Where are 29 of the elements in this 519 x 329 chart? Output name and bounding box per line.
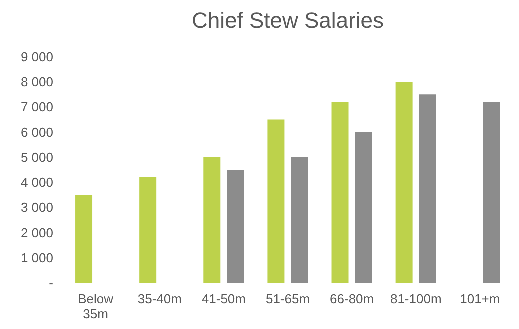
x-tick-label: 81-100m bbox=[390, 292, 442, 306]
y-tick-label: 3 000 bbox=[20, 200, 54, 216]
bar bbox=[396, 82, 413, 283]
y-tick-label: 4 000 bbox=[20, 175, 54, 190]
y-tick-label: 1 000 bbox=[20, 250, 54, 266]
bar bbox=[355, 132, 372, 283]
y-tick-label: 9 000 bbox=[20, 50, 54, 64]
bar bbox=[268, 120, 285, 283]
bar bbox=[76, 195, 93, 283]
bar bbox=[483, 102, 500, 283]
x-tick-label: 51-65m bbox=[266, 292, 310, 306]
x-tick-label: 41-50m bbox=[202, 292, 246, 306]
chart-title: Chief Stew Salaries bbox=[192, 8, 384, 33]
y-tick-label: 6 000 bbox=[20, 124, 54, 140]
bar bbox=[140, 178, 157, 283]
y-tick-label: 5 000 bbox=[20, 150, 54, 165]
bar bbox=[204, 157, 221, 283]
x-tick-label: 35-40m bbox=[138, 292, 182, 306]
y-tick-label: 7 000 bbox=[20, 100, 54, 115]
y-tick-label: 2 000 bbox=[20, 225, 54, 240]
x-tick-label: 101+m bbox=[460, 292, 500, 306]
bar bbox=[332, 102, 349, 283]
bar bbox=[227, 170, 244, 283]
bar bbox=[291, 157, 308, 283]
x-tick-label: Below 35m bbox=[78, 292, 114, 322]
y-tick-label: 8 000 bbox=[20, 74, 54, 90]
bar bbox=[419, 94, 436, 283]
y-tick-label: - bbox=[49, 276, 54, 290]
x-tick-label: 66-80m bbox=[330, 292, 374, 306]
